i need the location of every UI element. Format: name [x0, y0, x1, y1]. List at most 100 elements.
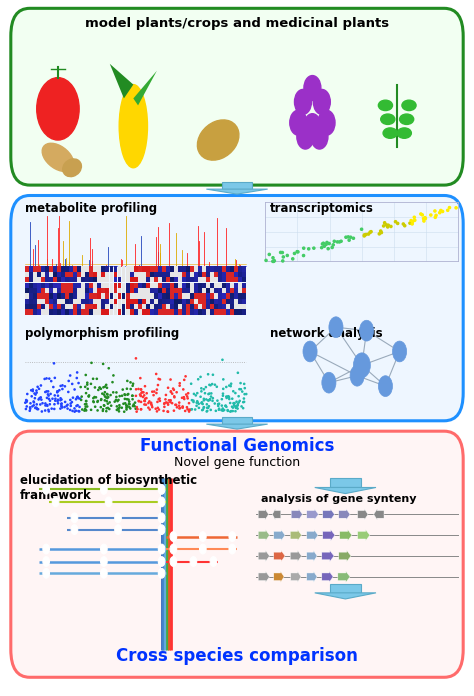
Point	[197, 391, 204, 402]
Bar	[114, 277, 118, 283]
Point	[186, 404, 194, 416]
Point	[102, 406, 110, 417]
Point	[179, 402, 186, 413]
Point	[219, 403, 227, 414]
Point	[240, 379, 248, 390]
FancyArrow shape	[338, 571, 350, 583]
Point	[229, 386, 237, 397]
Point	[147, 398, 155, 409]
FancyArrow shape	[307, 509, 319, 520]
Bar	[142, 310, 146, 315]
Bar	[126, 277, 129, 283]
Bar	[202, 271, 206, 277]
Point	[190, 397, 197, 408]
Bar	[242, 277, 246, 283]
Point	[78, 404, 86, 415]
Bar	[130, 288, 134, 293]
Bar	[134, 283, 137, 287]
Point	[37, 392, 45, 403]
Point	[170, 384, 178, 395]
Bar	[114, 271, 118, 277]
Point	[195, 398, 202, 409]
Bar	[154, 283, 158, 287]
Bar	[214, 283, 218, 287]
Point	[180, 392, 188, 403]
Bar	[198, 267, 202, 271]
Bar	[101, 304, 105, 309]
Point	[200, 402, 208, 413]
Bar	[93, 267, 97, 271]
Point	[66, 404, 74, 416]
Bar	[210, 293, 214, 299]
Point	[179, 402, 186, 413]
Point	[49, 393, 56, 404]
Bar	[65, 267, 69, 271]
Bar	[150, 277, 154, 283]
Point	[112, 391, 120, 402]
Circle shape	[359, 320, 374, 341]
Bar	[134, 267, 137, 271]
Point	[198, 397, 206, 408]
Point	[427, 209, 435, 221]
Bar	[41, 283, 45, 287]
Point	[140, 390, 148, 401]
Bar	[118, 293, 121, 299]
Point	[103, 403, 110, 414]
Point	[121, 393, 128, 404]
Point	[73, 367, 81, 378]
Point	[87, 378, 95, 389]
Point	[71, 384, 78, 395]
Bar	[106, 293, 109, 299]
Point	[436, 207, 444, 219]
Bar	[41, 271, 45, 277]
Point	[190, 395, 197, 406]
Bar	[234, 283, 238, 287]
Bar	[206, 299, 210, 304]
Bar	[25, 288, 29, 293]
Bar	[90, 267, 93, 271]
Point	[114, 395, 121, 406]
Bar	[90, 310, 93, 315]
Bar	[29, 283, 33, 287]
Bar	[198, 293, 202, 299]
Point	[45, 390, 53, 401]
Point	[81, 399, 89, 410]
Bar	[82, 277, 85, 283]
Bar	[158, 299, 162, 304]
Point	[215, 398, 223, 409]
Point	[411, 214, 419, 226]
Circle shape	[43, 557, 49, 567]
Bar	[61, 310, 65, 315]
Bar	[57, 310, 61, 315]
Bar	[206, 293, 210, 299]
Point	[324, 243, 332, 254]
Point	[184, 404, 191, 415]
Point	[198, 386, 205, 397]
Bar	[214, 271, 218, 277]
Bar	[166, 277, 170, 283]
Point	[45, 386, 52, 397]
Point	[24, 388, 31, 400]
Point	[156, 374, 164, 385]
Point	[205, 388, 212, 400]
Point	[162, 397, 170, 408]
Bar	[37, 288, 41, 293]
Ellipse shape	[402, 100, 416, 111]
Bar	[106, 267, 109, 271]
Point	[310, 243, 318, 254]
Bar	[146, 310, 150, 315]
Ellipse shape	[378, 100, 392, 111]
FancyArrow shape	[357, 530, 370, 541]
Point	[401, 220, 409, 231]
Bar	[210, 277, 214, 283]
Point	[101, 381, 109, 393]
Bar	[122, 304, 126, 309]
Bar	[118, 267, 121, 271]
Bar	[218, 304, 222, 309]
Bar	[45, 310, 49, 315]
Point	[73, 372, 81, 383]
Point	[161, 397, 168, 409]
Bar	[134, 304, 137, 309]
Bar	[230, 283, 234, 287]
Point	[243, 388, 250, 400]
